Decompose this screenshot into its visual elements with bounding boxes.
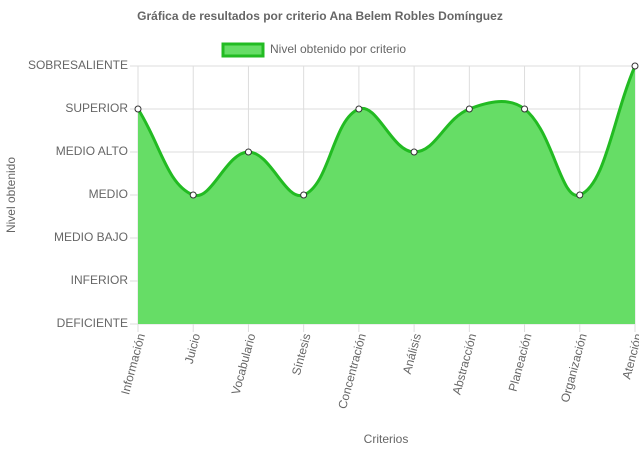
x-tick-label: Vocabulario xyxy=(229,332,259,397)
point xyxy=(134,105,142,113)
x-tick-label: Abstracción xyxy=(450,332,480,396)
x-tick-label: Atención xyxy=(619,332,639,381)
point xyxy=(410,148,418,156)
line xyxy=(136,65,637,197)
x-tick-label: Planeación xyxy=(506,332,535,393)
y-tick-label: INFERIOR xyxy=(71,273,129,287)
point xyxy=(189,191,197,199)
point xyxy=(244,148,252,156)
y-tick-label: DEFICIENTE xyxy=(57,316,128,330)
point xyxy=(300,191,308,199)
x-tick-label: Juicio xyxy=(182,332,204,366)
x-tick-label: Concentración xyxy=(335,332,369,410)
x-tick-label: Información xyxy=(118,332,148,396)
x-tick-label: Organización xyxy=(558,332,590,404)
legend-swatch xyxy=(221,42,265,58)
legend-label: Nivel obtenido por criterio xyxy=(270,42,406,56)
point xyxy=(465,105,473,113)
y-tick-label: MEDIO xyxy=(89,187,128,201)
point xyxy=(355,105,363,113)
x-axis-title: Criterios xyxy=(364,432,409,446)
point xyxy=(576,191,584,199)
y-tick-label: MEDIO ALTO xyxy=(56,144,128,158)
y-axis-title: Nivel obtenido xyxy=(4,157,18,233)
x-tick-label: Síntesis xyxy=(289,332,314,377)
area xyxy=(138,66,635,324)
x-tick-label: Análisis xyxy=(400,332,424,376)
point xyxy=(521,105,529,113)
y-tick-label: SUPERIOR xyxy=(65,101,128,115)
y-tick-label: MEDIO BAJO xyxy=(54,230,128,244)
y-tick-label: SOBRESALIENTE xyxy=(28,58,128,72)
point xyxy=(631,62,639,70)
chart-title: Gráfica de resultados por criterio Ana B… xyxy=(137,9,503,23)
